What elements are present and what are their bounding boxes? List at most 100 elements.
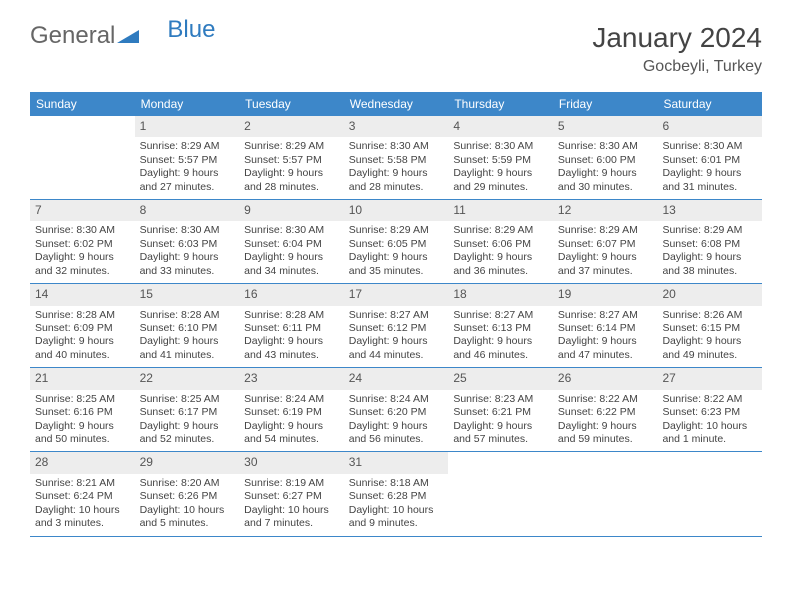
sunset-text: Sunset: 5:58 PM — [349, 154, 444, 167]
daylight-text: Daylight: 9 hours and 49 minutes. — [662, 335, 757, 362]
day-cell: 3Sunrise: 8:30 AMSunset: 5:58 PMDaylight… — [344, 116, 449, 199]
day-cell: 16Sunrise: 8:28 AMSunset: 6:11 PMDayligh… — [239, 284, 344, 367]
day-cell: 18Sunrise: 8:27 AMSunset: 6:13 PMDayligh… — [448, 284, 553, 367]
daylight-text: Daylight: 9 hours and 30 minutes. — [558, 167, 653, 194]
daylight-text: Daylight: 9 hours and 54 minutes. — [244, 420, 339, 447]
day-number: 25 — [448, 368, 553, 389]
sunrise-text: Sunrise: 8:28 AM — [140, 309, 235, 322]
day-number: 9 — [239, 200, 344, 221]
daylight-text: Daylight: 9 hours and 47 minutes. — [558, 335, 653, 362]
day-number: 28 — [30, 452, 135, 473]
daylight-text: Daylight: 9 hours and 59 minutes. — [558, 420, 653, 447]
day-cell: 21Sunrise: 8:25 AMSunset: 6:16 PMDayligh… — [30, 368, 135, 451]
day-number: 22 — [135, 368, 240, 389]
sunset-text: Sunset: 6:27 PM — [244, 490, 339, 503]
sunrise-text: Sunrise: 8:30 AM — [662, 140, 757, 153]
sunrise-text: Sunrise: 8:27 AM — [558, 309, 653, 322]
day-cell — [30, 116, 135, 199]
brand-part2: Blue — [167, 16, 215, 44]
day-header: Saturday — [657, 92, 762, 116]
sunset-text: Sunset: 6:07 PM — [558, 238, 653, 251]
day-cell: 22Sunrise: 8:25 AMSunset: 6:17 PMDayligh… — [135, 368, 240, 451]
daylight-text: Daylight: 9 hours and 41 minutes. — [140, 335, 235, 362]
day-header: Sunday — [30, 92, 135, 116]
sunrise-text: Sunrise: 8:28 AM — [244, 309, 339, 322]
day-number: 23 — [239, 368, 344, 389]
daylight-text: Daylight: 9 hours and 28 minutes. — [244, 167, 339, 194]
daylight-text: Daylight: 10 hours and 1 minute. — [662, 420, 757, 447]
sunrise-text: Sunrise: 8:28 AM — [35, 309, 130, 322]
sunrise-text: Sunrise: 8:22 AM — [558, 393, 653, 406]
sunset-text: Sunset: 6:14 PM — [558, 322, 653, 335]
sunset-text: Sunset: 6:04 PM — [244, 238, 339, 251]
day-number: 26 — [553, 368, 658, 389]
sunset-text: Sunset: 5:57 PM — [140, 154, 235, 167]
sunset-text: Sunset: 6:28 PM — [349, 490, 444, 503]
daylight-text: Daylight: 9 hours and 40 minutes. — [35, 335, 130, 362]
day-header: Monday — [135, 92, 240, 116]
day-cell: 31Sunrise: 8:18 AMSunset: 6:28 PMDayligh… — [344, 452, 449, 535]
sunrise-text: Sunrise: 8:29 AM — [349, 224, 444, 237]
day-number: 11 — [448, 200, 553, 221]
sunset-text: Sunset: 6:06 PM — [453, 238, 548, 251]
week-row: 14Sunrise: 8:28 AMSunset: 6:09 PMDayligh… — [30, 284, 762, 368]
sunset-text: Sunset: 6:10 PM — [140, 322, 235, 335]
day-number: 8 — [135, 200, 240, 221]
day-number: 18 — [448, 284, 553, 305]
day-cell: 19 Sunrise: 8:27 AMSunset: 6:14 PMDayligh… — [553, 284, 658, 367]
daylight-text: Daylight: 9 hours and 28 minutes. — [349, 167, 444, 194]
daylight-text: Daylight: 9 hours and 57 minutes. — [453, 420, 548, 447]
daylight-text: Daylight: 10 hours and 5 minutes. — [140, 504, 235, 531]
sunrise-text: Sunrise: 8:29 AM — [558, 224, 653, 237]
daylight-text: Daylight: 9 hours and 46 minutes. — [453, 335, 548, 362]
day-cell: 15Sunrise: 8:28 AMSunset: 6:10 PMDayligh… — [135, 284, 240, 367]
daylight-text: Daylight: 9 hours and 29 minutes. — [453, 167, 548, 194]
sunrise-text: Sunrise: 8:20 AM — [140, 477, 235, 490]
day-header: Wednesday — [344, 92, 449, 116]
day-cell: 4Sunrise: 8:30 AMSunset: 5:59 PMDaylight… — [448, 116, 553, 199]
sunset-text: Sunset: 6:09 PM — [35, 322, 130, 335]
sunrise-text: Sunrise: 8:22 AM — [662, 393, 757, 406]
daylight-text: Daylight: 10 hours and 3 minutes. — [35, 504, 130, 531]
sunset-text: Sunset: 6:20 PM — [349, 406, 444, 419]
brand-part1: General — [30, 22, 115, 50]
day-cell: 23Sunrise: 8:24 AMSunset: 6:19 PMDayligh… — [239, 368, 344, 451]
sunrise-text: Sunrise: 8:30 AM — [349, 140, 444, 153]
week-row: 28Sunrise: 8:21 AMSunset: 6:24 PMDayligh… — [30, 452, 762, 536]
daylight-text: Daylight: 9 hours and 34 minutes. — [244, 251, 339, 278]
sunset-text: Sunset: 6:15 PM — [662, 322, 757, 335]
sunset-text: Sunset: 6:21 PM — [453, 406, 548, 419]
sunrise-text: Sunrise: 8:18 AM — [349, 477, 444, 490]
sunrise-text: Sunrise: 8:29 AM — [140, 140, 235, 153]
day-cell — [657, 452, 762, 535]
day-cell: 26Sunrise: 8:22 AMSunset: 6:22 PMDayligh… — [553, 368, 658, 451]
sunset-text: Sunset: 6:08 PM — [662, 238, 757, 251]
sunset-text: Sunset: 6:03 PM — [140, 238, 235, 251]
sunrise-text: Sunrise: 8:30 AM — [558, 140, 653, 153]
day-number: 29 — [135, 452, 240, 473]
location: Gocbeyli, Turkey — [592, 58, 762, 76]
sunset-text: Sunset: 6:12 PM — [349, 322, 444, 335]
sunset-text: Sunset: 6:24 PM — [35, 490, 130, 503]
day-cell: 1Sunrise: 8:29 AMSunset: 5:57 PMDaylight… — [135, 116, 240, 199]
sunrise-text: Sunrise: 8:21 AM — [35, 477, 130, 490]
daylight-text: Daylight: 9 hours and 32 minutes. — [35, 251, 130, 278]
day-cell: 6Sunrise: 8:30 AMSunset: 6:01 PMDaylight… — [657, 116, 762, 199]
day-number: 7 — [30, 200, 135, 221]
day-cell: 17Sunrise: 8:27 AMSunset: 6:12 PMDayligh… — [344, 284, 449, 367]
day-cell: 8Sunrise: 8:30 AMSunset: 6:03 PMDaylight… — [135, 200, 240, 283]
sunrise-text: Sunrise: 8:24 AM — [349, 393, 444, 406]
daylight-text: Daylight: 10 hours and 9 minutes. — [349, 504, 444, 531]
day-cell: 10Sunrise: 8:29 AMSunset: 6:05 PMDayligh… — [344, 200, 449, 283]
daylight-text: Daylight: 9 hours and 44 minutes. — [349, 335, 444, 362]
header: General Blue January 2024 Gocbeyli, Turk… — [0, 0, 792, 84]
sunset-text: Sunset: 6:16 PM — [35, 406, 130, 419]
sunset-text: Sunset: 6:01 PM — [662, 154, 757, 167]
sunrise-text: Sunrise: 8:27 AM — [349, 309, 444, 322]
sunrise-text: Sunrise: 8:30 AM — [453, 140, 548, 153]
sunset-text: Sunset: 6:05 PM — [349, 238, 444, 251]
sunset-text: Sunset: 6:19 PM — [244, 406, 339, 419]
day-cell: 30Sunrise: 8:19 AMSunset: 6:27 PMDayligh… — [239, 452, 344, 535]
day-cell: 9Sunrise: 8:30 AMSunset: 6:04 PMDaylight… — [239, 200, 344, 283]
day-number: 19 — [553, 284, 658, 305]
